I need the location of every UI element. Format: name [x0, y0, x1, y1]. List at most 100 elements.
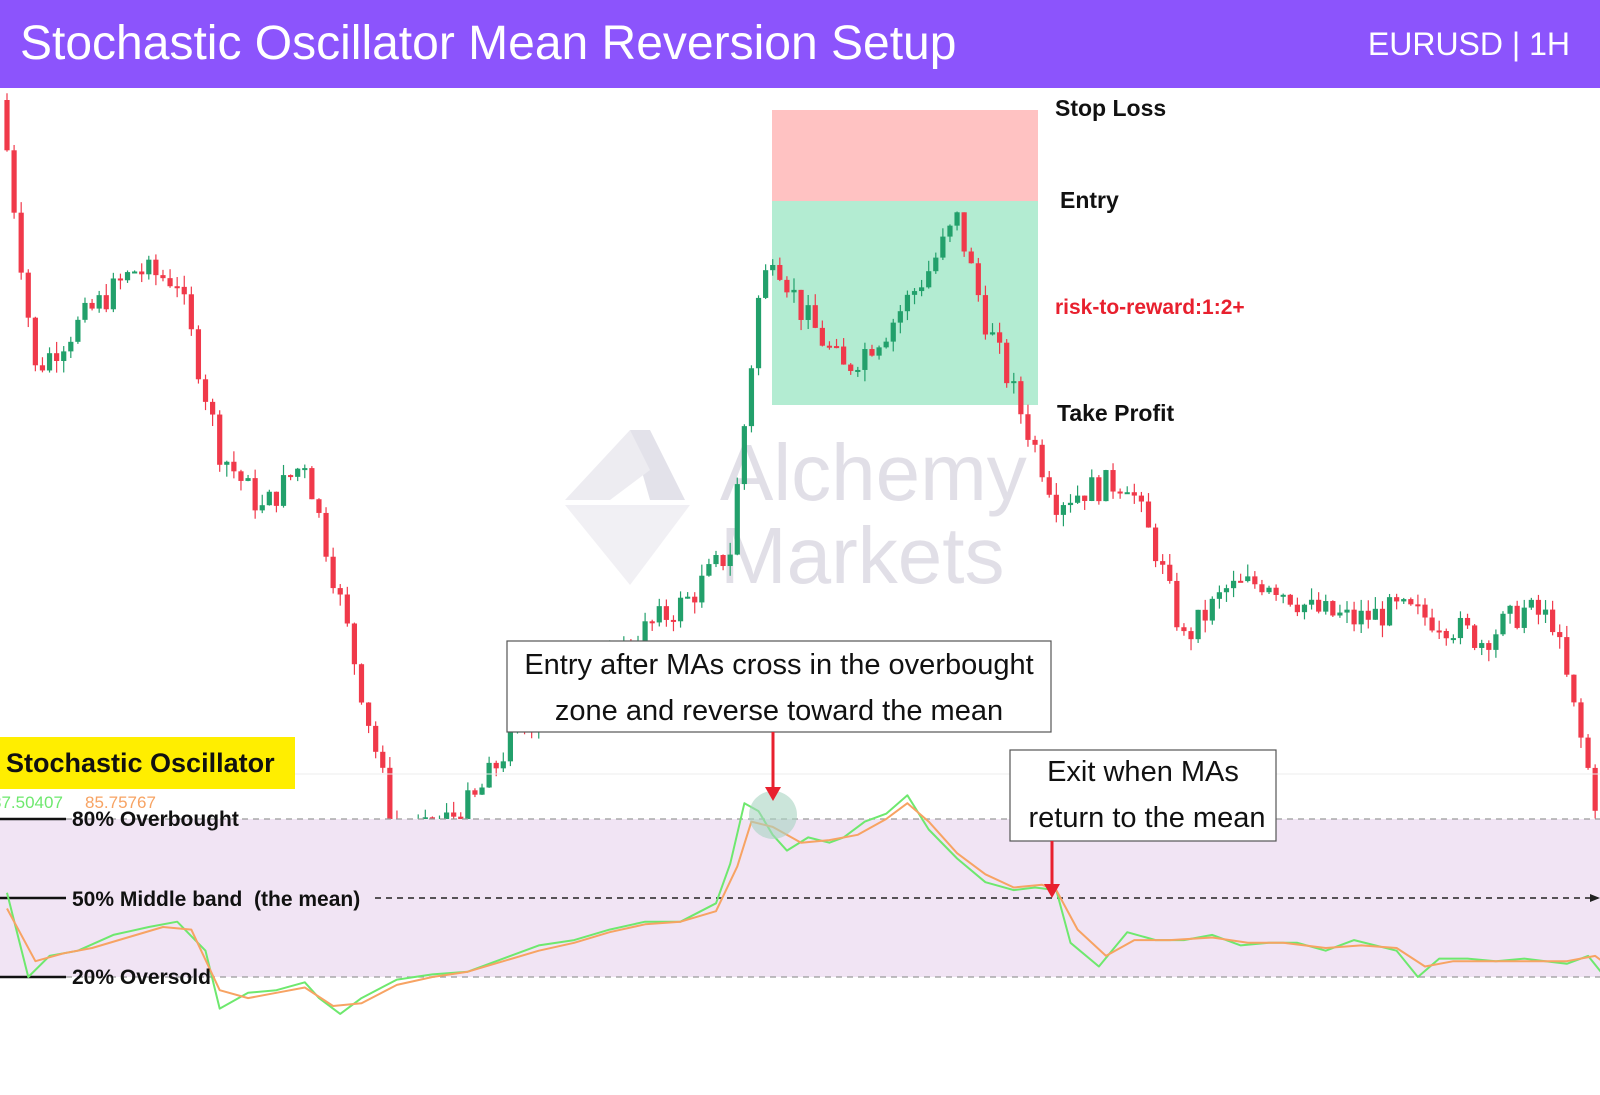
candle-body [96, 295, 102, 309]
candle-body [68, 341, 74, 352]
candle-body [1004, 342, 1010, 384]
candle-body [1344, 609, 1350, 613]
exit-callout-line1: Exit when MAs [1047, 756, 1239, 788]
candle-body [1429, 617, 1435, 631]
candle-body [1252, 576, 1258, 585]
candle-body [1280, 594, 1286, 597]
candle-body [826, 345, 833, 348]
candle-body [500, 761, 506, 769]
candle-body [39, 365, 46, 371]
candle-body [1521, 607, 1527, 628]
candle-body [1181, 627, 1187, 632]
candle-body [316, 499, 322, 513]
candle-body [1053, 494, 1059, 515]
candle-body [1308, 599, 1315, 605]
candle-body [1571, 674, 1577, 703]
entry-label: Entry [1060, 187, 1119, 213]
candle-body [1117, 491, 1123, 494]
candle-body [1394, 597, 1400, 602]
candle-body [855, 369, 861, 372]
candle-body [933, 257, 939, 272]
stochastic-lines [6, 794, 1600, 1015]
candle-body [663, 606, 669, 620]
candle-body [132, 271, 138, 274]
candle-body [713, 555, 719, 565]
candle-body [358, 664, 365, 703]
candle-body [110, 278, 116, 310]
candle-body [1557, 632, 1563, 638]
candle-body [1443, 630, 1449, 639]
candle-body [4, 100, 10, 151]
candle-body [734, 484, 740, 555]
candle-body [692, 596, 698, 603]
candle-body [1592, 767, 1598, 811]
candle-body [280, 475, 287, 506]
candle-body [1500, 613, 1506, 635]
candle-body [890, 322, 896, 342]
candle-body [82, 302, 88, 320]
candle-body [748, 368, 755, 427]
candle-body [784, 279, 790, 293]
candle-body [479, 787, 485, 795]
candle-body [1103, 470, 1109, 502]
entry-arrow-icon [765, 787, 781, 801]
entry-callout-line1: Entry after MAs cross in the overbought [524, 649, 1033, 681]
candle-body [266, 491, 272, 506]
candle-body [997, 332, 1003, 343]
candle-body [337, 588, 343, 595]
candle-body [1365, 610, 1371, 620]
entry-callout-line2: zone and reverse toward the mean [555, 695, 1003, 727]
watermark-logo-icon [565, 430, 690, 585]
candle-body [202, 379, 209, 402]
candle-body [763, 270, 769, 298]
candle-body [1266, 587, 1272, 593]
candle-body [1188, 631, 1194, 640]
candle-body [103, 295, 109, 310]
candle-body [32, 317, 38, 366]
candle-body [968, 251, 974, 264]
exit-callout-box [1009, 749, 1277, 842]
candle-body [493, 762, 499, 769]
oversold-label: 20% Oversold [72, 966, 211, 989]
stoch-d-value: 85.75767 [85, 793, 156, 812]
entry-cross-marker [749, 791, 797, 839]
exit-arrow-icon [1044, 884, 1060, 898]
candle-body [1039, 444, 1045, 478]
indicator-title: Stochastic Oscillator [6, 748, 275, 778]
candle-body [1386, 597, 1393, 626]
candle-body [323, 512, 329, 557]
stop-loss-zone [772, 110, 1038, 201]
candle-body [947, 225, 953, 237]
candle-body [833, 346, 840, 349]
candle-body [1160, 561, 1166, 565]
candle-body [805, 305, 811, 320]
candle-body [387, 767, 393, 822]
candle-body [1528, 599, 1534, 608]
candle-body [1372, 608, 1378, 620]
candle-body [1174, 580, 1180, 628]
candle-body [862, 349, 868, 370]
candle-body [75, 319, 81, 342]
candle-body [288, 475, 294, 478]
candle-body [819, 327, 825, 346]
candle-body [911, 291, 918, 295]
candle-body [1585, 737, 1591, 768]
candle-body [1472, 625, 1478, 648]
candle-body [451, 812, 457, 817]
candle-body [124, 272, 131, 281]
candle-body [1330, 601, 1336, 616]
candle-body [1507, 605, 1513, 614]
candle-body [1195, 609, 1201, 640]
candle-body [876, 347, 882, 356]
candle-body [848, 364, 854, 371]
candle-body [1238, 580, 1244, 583]
candle-body [117, 278, 124, 281]
candle-body [217, 414, 223, 465]
candle-body [89, 302, 95, 309]
candle-body [139, 271, 145, 275]
candle-body [1067, 502, 1074, 506]
candle-body [295, 468, 301, 477]
candle-body [1578, 702, 1584, 738]
candle-body [1301, 604, 1308, 613]
